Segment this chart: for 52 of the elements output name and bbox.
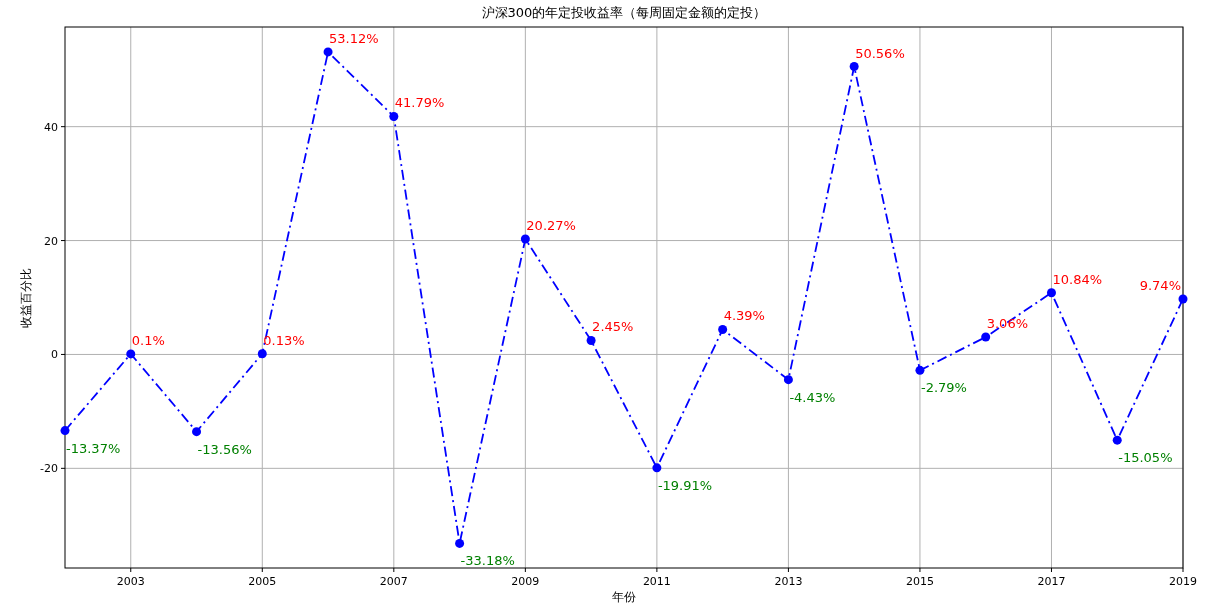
data-label: 9.74% (1139, 277, 1181, 293)
data-label: 20.27% (526, 218, 576, 234)
point (1046, 288, 1056, 298)
point (520, 234, 530, 244)
y-axis-title: 收益百分比 (19, 267, 33, 328)
data-label: 0.13% (263, 332, 305, 348)
point (126, 349, 136, 359)
data-label: -13.56% (197, 441, 252, 457)
data-label: -15.05% (1118, 450, 1173, 466)
point (60, 426, 70, 436)
point (915, 365, 925, 375)
point (1178, 294, 1188, 304)
point (257, 349, 267, 359)
x-tick-label: 2003 (116, 575, 145, 588)
data-label: -4.43% (789, 389, 836, 405)
x-tick-label: 2019 (1169, 575, 1197, 588)
point (652, 463, 662, 473)
data-label: 3.06% (986, 316, 1029, 332)
x-tick-label: 2007 (379, 575, 408, 588)
data-label: 10.84% (1052, 271, 1103, 287)
y-tick-label: -20 (40, 462, 58, 476)
x-tick-label: 2011 (642, 575, 671, 588)
x-tick-label: 2009 (511, 575, 540, 588)
y-tick-label: 20 (44, 234, 58, 248)
point (455, 538, 465, 548)
x-tick-label: 2005 (248, 575, 277, 588)
point (783, 375, 793, 385)
data-label: 41.79% (394, 95, 445, 111)
data-label: 50.56% (855, 45, 905, 61)
point (981, 332, 991, 342)
x-tick-label: 2015 (905, 575, 934, 588)
x-tick-label: 2017 (1037, 575, 1066, 588)
data-label: -13.37% (66, 440, 121, 456)
point (192, 427, 202, 437)
data-label: -2.79% (920, 380, 967, 396)
point (718, 324, 728, 334)
data-label: -19.91% (657, 477, 713, 493)
data-label: -33.18% (460, 553, 515, 569)
data-label: 53.12% (329, 30, 379, 46)
point (323, 47, 333, 57)
y-tick-label: 40 (44, 120, 58, 134)
data-label: 0.1% (131, 332, 165, 348)
point (389, 111, 399, 121)
point (1112, 435, 1122, 445)
chart-title: 沪深300的年定投收益率（每周固定金额的定投） (481, 5, 767, 20)
data-label: 2.45% (592, 319, 634, 335)
y-tick-label: 0 (51, 348, 58, 362)
data-label: 4.39% (723, 308, 765, 324)
point (586, 336, 596, 345)
x-axis-title: 年份 (612, 590, 636, 604)
point (849, 62, 859, 72)
x-tick-label: 2013 (774, 575, 803, 588)
